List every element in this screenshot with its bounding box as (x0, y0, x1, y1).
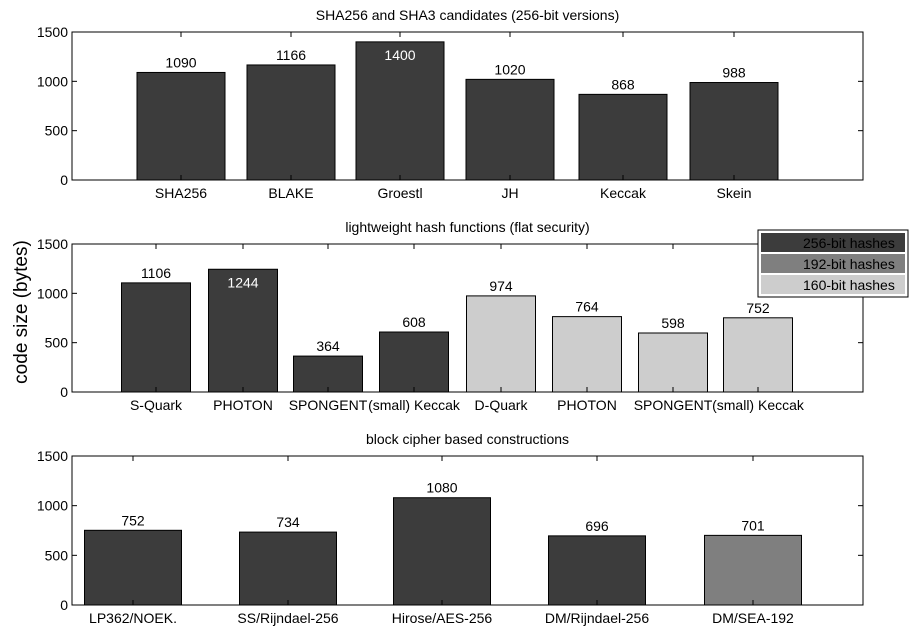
bar (136, 71, 226, 181)
data-label: 1244 (227, 274, 258, 290)
bar (121, 282, 191, 393)
data-label: 988 (722, 65, 746, 81)
bar (293, 355, 363, 393)
chart-panels: SHA256 and SHA3 candidates (256-bit vers… (37, 7, 864, 626)
chart-title: SHA256 and SHA3 candidates (256-bit vers… (316, 7, 620, 23)
data-label: 364 (316, 338, 340, 354)
bar (246, 64, 336, 181)
x-tick-label: (small) Keccak (712, 397, 805, 413)
data-label: 868 (611, 76, 635, 92)
bar (84, 529, 182, 606)
data-label: 1020 (494, 61, 525, 77)
y-tick-label: 1500 (37, 236, 68, 252)
data-label: 752 (746, 300, 770, 316)
legend-label: 160-bit hashes (803, 277, 895, 293)
x-tick-label: (small) Keccak (368, 397, 461, 413)
data-label: 734 (276, 514, 300, 530)
data-label: 1080 (426, 480, 457, 496)
y-tick-label: 1000 (37, 73, 68, 89)
y-tick-label: 1500 (37, 448, 68, 464)
legend: 256-bit hashes 192-bit hashes 160-bit hash… (757, 229, 909, 298)
x-tick-label: JH (501, 185, 518, 201)
x-tick-label: S-Quark (130, 397, 183, 413)
bar (689, 82, 779, 181)
bar (379, 331, 449, 393)
bar (704, 534, 802, 606)
legend-swatch (761, 233, 905, 252)
legend-label: 256-bit hashes (803, 235, 895, 251)
x-tick-label: Skein (716, 185, 751, 201)
data-label: 1166 (276, 47, 306, 63)
y-tick-label: 0 (60, 172, 68, 188)
bar (465, 78, 555, 181)
x-tick-label: SPONGENT (289, 397, 368, 413)
x-tick-label: SS/Rijndael-256 (237, 610, 338, 626)
y-tick-label: 1000 (37, 285, 68, 301)
y-tick-label: 500 (45, 547, 69, 563)
chart-panel: block cipher based constructions 0 500 1000… (37, 431, 864, 626)
bar (208, 268, 278, 393)
x-tick-label: Hirose/AES-256 (392, 610, 493, 626)
bar (466, 295, 536, 393)
data-label: 608 (402, 314, 426, 330)
data-label: 701 (741, 517, 765, 533)
x-tick-label: SPONGENT (634, 397, 713, 413)
bar (548, 535, 646, 606)
data-label: 1400 (384, 47, 415, 63)
bar (578, 93, 668, 181)
data-label: 1106 (141, 265, 171, 281)
bar (552, 316, 622, 393)
x-tick-label: Keccak (600, 185, 647, 201)
x-tick-label: DM/SEA-192 (712, 610, 794, 626)
x-tick-label: LP362/NOEK. (89, 610, 177, 626)
data-label: 974 (489, 278, 513, 294)
legend-swatch (761, 254, 905, 273)
data-label: 1090 (165, 54, 196, 70)
data-label: 696 (585, 518, 609, 534)
x-tick-label: SHA256 (155, 185, 207, 201)
chart-title: block cipher based constructions (366, 431, 569, 447)
y-axis-label: code size (bytes) (11, 240, 32, 384)
x-tick-label: D-Quark (475, 397, 529, 413)
x-tick-label: BLAKE (268, 185, 313, 201)
y-tick-label: 0 (60, 384, 68, 400)
x-tick-label: Groestl (377, 185, 422, 201)
data-label: 764 (575, 299, 599, 315)
legend-label: 192-bit hashes (803, 256, 895, 272)
bar (393, 497, 491, 606)
bar (638, 332, 708, 393)
chart-panel: SHA256 and SHA3 candidates (256-bit vers… (37, 7, 864, 201)
y-tick-label: 1500 (37, 24, 68, 40)
x-tick-label: PHOTON (213, 397, 273, 413)
y-tick-label: 500 (45, 335, 69, 351)
data-label: 598 (661, 315, 685, 331)
x-tick-label: DM/Rijndael-256 (545, 610, 649, 626)
x-tick-label: PHOTON (557, 397, 617, 413)
bar (723, 317, 793, 393)
y-tick-label: 0 (60, 597, 68, 613)
y-tick-label: 500 (45, 123, 69, 139)
y-tick-label: 1000 (37, 498, 68, 514)
bar (239, 531, 337, 606)
chart-title: lightweight hash functions (flat securit… (345, 219, 589, 235)
chart-panel: lightweight hash functions (flat securit… (37, 219, 864, 413)
data-label: 752 (121, 512, 145, 528)
legend-swatch (761, 275, 905, 294)
bar (355, 41, 445, 181)
